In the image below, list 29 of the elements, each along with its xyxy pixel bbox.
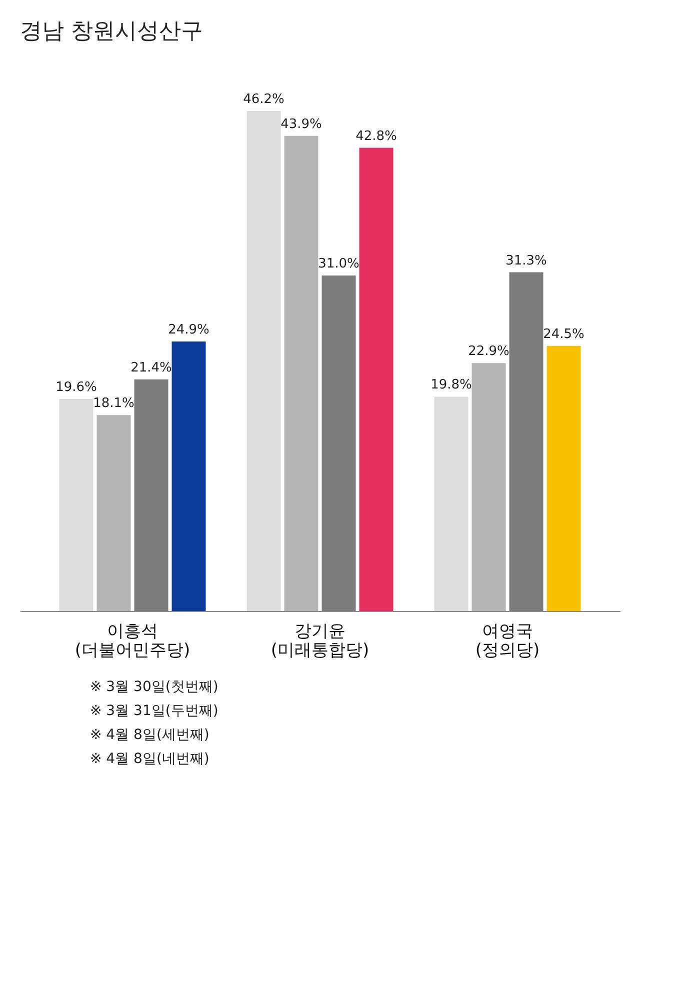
data-label: 31.3% xyxy=(506,253,547,268)
bar xyxy=(434,396,468,611)
data-label: 21.4% xyxy=(130,360,172,376)
data-label: 19.6% xyxy=(56,380,97,395)
bar xyxy=(246,111,281,611)
data-label: 22.9% xyxy=(468,344,510,360)
data-label: 46.2% xyxy=(243,92,284,107)
bar xyxy=(284,136,318,611)
data-label: 24.9% xyxy=(168,322,210,338)
text: ※ 3월 31일(두번째) xyxy=(90,702,220,720)
text: ※ 4월 8일(세번째) xyxy=(90,726,210,744)
x-tick-label: 이흥석 (더불어민주당) xyxy=(74,622,190,660)
bar xyxy=(546,346,581,611)
bar xyxy=(359,148,394,611)
bar xyxy=(472,363,506,611)
data-label: 42.8% xyxy=(356,128,397,144)
x-tick-label: 여영국 (정의당) xyxy=(475,622,540,660)
text: ※ 3월 30일(첫번째) xyxy=(90,678,220,696)
data-label: 19.8% xyxy=(430,378,472,393)
data-label: 43.9% xyxy=(280,116,322,132)
bar xyxy=(172,342,206,611)
bar xyxy=(96,415,131,611)
data-label: 31.0% xyxy=(318,256,360,272)
data-label: 24.5% xyxy=(543,326,584,342)
text: ※ 4월 8일(네번째) xyxy=(90,750,210,768)
x-tick-label: 강기윤 (미래통합당) xyxy=(270,622,370,660)
bar xyxy=(59,398,94,611)
chart-title: 경남 창원시성산구 xyxy=(20,19,203,44)
data-label: 18.1% xyxy=(93,396,134,412)
